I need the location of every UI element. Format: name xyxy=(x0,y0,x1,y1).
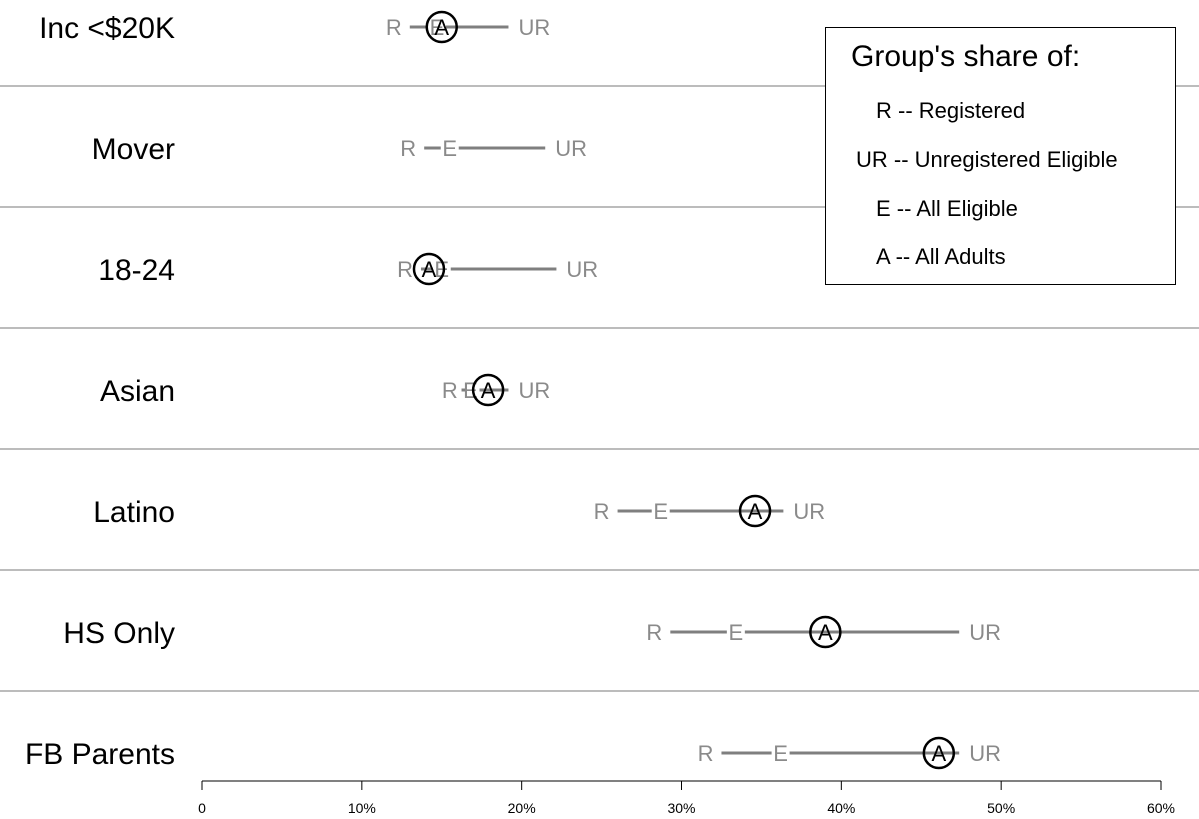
legend-entry-unregistered-eligible: UR -- Unregistered Eligible xyxy=(856,147,1118,172)
point-registered: R xyxy=(646,620,662,645)
x-tick-label: 10% xyxy=(348,800,376,816)
category-label: FB Parents xyxy=(25,738,175,771)
point-adults-circle xyxy=(922,736,956,770)
x-tick-label: 40% xyxy=(827,800,855,816)
point-eligible: E xyxy=(728,620,743,645)
chart-row: Mover R E UR xyxy=(92,133,587,166)
point-adults-circle xyxy=(412,252,446,286)
chart-row: Asian R E URA xyxy=(100,373,550,408)
x-tick-label: 50% xyxy=(987,800,1015,816)
category-label: Asian xyxy=(100,375,175,408)
point-unregistered: UR xyxy=(793,499,825,524)
point-adults-circle xyxy=(738,494,772,528)
legend-entry-all-eligible: E -- All Eligible xyxy=(876,196,1018,221)
point-adults-circle xyxy=(809,615,842,649)
x-tick-label: 30% xyxy=(667,800,695,816)
point-adults: A xyxy=(422,257,437,282)
point-unregistered: UR xyxy=(518,15,550,40)
chart-row: HS Only R E UR A xyxy=(63,615,1001,650)
point-eligible: E xyxy=(430,15,445,40)
chart-row: Latino R E UR A xyxy=(93,494,825,529)
point-adults-circle xyxy=(425,10,458,44)
point-eligible: E xyxy=(773,741,788,766)
category-label: Latino xyxy=(93,496,175,529)
legend: Group's share of: R -- Registered UR -- … xyxy=(825,27,1176,285)
point-adults: A xyxy=(434,15,449,40)
point-registered: R xyxy=(442,378,458,403)
point-adults: A xyxy=(481,378,496,403)
point-unregistered: UR xyxy=(969,620,1001,645)
x-axis: 0 10% 20% 30% 40% 50% 60% xyxy=(198,780,1175,816)
point-adults-circle xyxy=(471,373,505,407)
category-label: 18-24 xyxy=(98,254,175,287)
legend-entry-all-adults: A -- All Adults xyxy=(876,244,1006,269)
point-registered: R xyxy=(386,15,402,40)
point-unregistered: UR xyxy=(518,378,550,403)
point-unregistered: UR xyxy=(555,136,587,161)
point-registered: R xyxy=(594,499,610,524)
point-registered: R xyxy=(698,741,714,766)
category-label: Inc <$20K xyxy=(39,12,175,45)
x-tick-label: 60% xyxy=(1147,800,1175,816)
point-registered: R xyxy=(397,257,413,282)
chart-row: FB Parents R E UR A xyxy=(25,736,1001,771)
legend-entry-registered: R -- Registered xyxy=(876,98,1026,123)
point-eligible: E xyxy=(442,136,457,161)
point-registered: R xyxy=(400,136,416,161)
point-adults: A xyxy=(818,620,833,645)
chart-row: Inc <$20K R E UR A xyxy=(39,10,550,45)
point-unregistered: UR xyxy=(969,741,1001,766)
point-eligible: E xyxy=(653,499,668,524)
legend-title: Group's share of: xyxy=(851,40,1081,73)
chart-row: 18-24 R E UR A xyxy=(98,252,598,287)
category-label: Mover xyxy=(92,133,175,166)
category-label: HS Only xyxy=(63,617,175,650)
point-unregistered: UR xyxy=(566,257,598,282)
x-tick-label: 0 xyxy=(198,800,206,816)
x-tick-label: 20% xyxy=(508,800,536,816)
point-eligible: E xyxy=(434,257,449,282)
point-adults: A xyxy=(748,499,763,524)
point-adults: A xyxy=(931,741,946,766)
